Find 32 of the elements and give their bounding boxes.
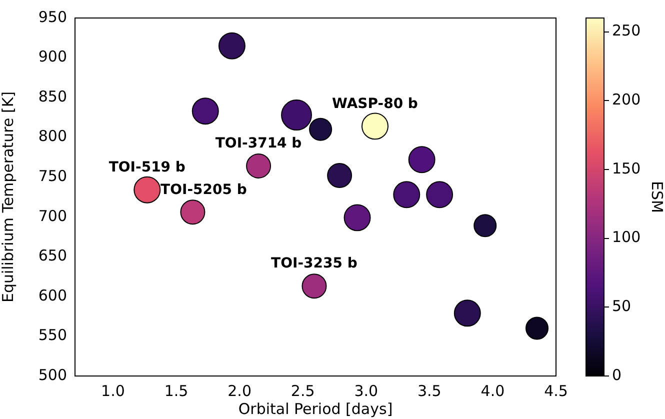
annotation: TOI-5205 b [160,182,247,198]
x-tick-label: 2.0 [228,382,252,400]
annotation: TOI-3235 b [271,256,358,272]
color-bar-label: 50 [612,297,632,316]
y-tick-label: 600 [38,286,67,304]
color-bar-title: ESM [648,181,665,213]
color-bar-label: 200 [612,90,641,109]
annotation: TOI-3714 b [215,136,302,152]
x-tick-label: 3.0 [354,382,378,400]
y-tick-label: 950 [38,8,67,26]
x-axis-title: Orbital Period [days] [238,400,393,418]
color-bar-label: 0 [612,366,622,384]
y-tick-label: 800 [38,127,67,146]
x-tick-label: 3.5 [417,382,442,400]
y-tick-label: 700 [38,206,67,225]
y-tick-label: 550 [38,326,67,344]
y-tick-label: 850 [38,87,67,106]
x-tick-label: 4.5 [544,382,568,400]
color-bar-label: 250 [612,22,641,40]
x-tick-label: 4.0 [480,382,505,400]
x-tick-label: 1.5 [164,382,188,400]
y-tick-label: 650 [38,246,67,265]
color-bar-label: 150 [612,159,641,178]
color-bar-label: 100 [612,228,641,246]
y-tick-label: 500 [38,366,67,384]
annotation: TOI-519 b [108,159,186,176]
annotation: WASP-80 b [332,96,418,112]
x-tick-label: 2.5 [290,382,315,400]
y-tick-label: 900 [38,48,67,66]
y-tick-label: 750 [38,167,67,185]
y-axis-title: Equilibrium Temperature [K] [0,91,17,303]
x-tick-label: 1.0 [101,382,125,400]
